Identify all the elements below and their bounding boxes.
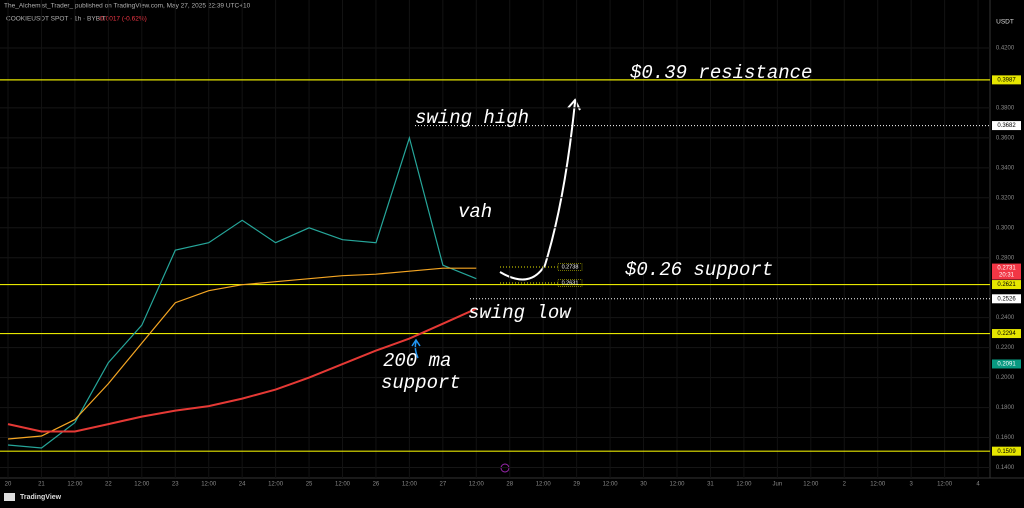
price-tag-time: 20:31	[999, 273, 1015, 279]
y-tick-label: 0.2200	[996, 345, 1015, 351]
x-tick-label: 4	[976, 482, 980, 488]
x-tick-label: 12:00	[134, 482, 150, 488]
annotation: $0.26 support	[625, 259, 773, 281]
x-tick-label: 12:00	[469, 482, 485, 488]
x-tick-label: 3	[909, 482, 913, 488]
x-tick-label: Jun	[773, 482, 783, 488]
x-tick-label: 12:00	[603, 482, 619, 488]
annotation: vah	[458, 201, 492, 223]
level-label: 0.2526	[997, 296, 1016, 302]
x-tick-label: 22	[105, 482, 112, 488]
level-label: 0.1509	[997, 449, 1016, 455]
chart-title: The_Alchemist_Trader_ published on Tradi…	[4, 3, 251, 10]
arrow-head	[567, 98, 581, 111]
x-tick-label: 21	[38, 482, 45, 488]
small-tag	[557, 279, 583, 287]
x-tick-label: 30	[640, 482, 647, 488]
y-tick-label: 0.3800	[996, 105, 1015, 111]
x-tick-label: 12:00	[937, 482, 953, 488]
y-tick-label: 0.4200	[996, 46, 1015, 52]
y-tick-label: 0.3400	[996, 165, 1015, 171]
x-tick-label: 25	[306, 482, 313, 488]
logo	[4, 493, 15, 501]
level-tag	[992, 75, 1021, 85]
annotation: swing high	[415, 107, 529, 129]
x-tick-label: 24	[239, 482, 246, 488]
x-tick-label: 31	[707, 482, 714, 488]
projection-arrow	[499, 101, 576, 281]
annotation: swing low	[468, 302, 572, 324]
y-tick-label: 0.1600	[996, 435, 1015, 441]
x-tick-label: 12:00	[536, 482, 552, 488]
y-tick-label: 0.2000	[996, 375, 1015, 381]
small-tag	[557, 263, 583, 271]
x-tick-label: 12:00	[669, 482, 685, 488]
level-label: 0.3987	[997, 77, 1016, 83]
brand: TradingView	[20, 494, 62, 501]
small-label: 0.2631	[562, 281, 579, 287]
level-label: 0.2621	[997, 282, 1016, 288]
x-tick-label: 12:00	[803, 482, 819, 488]
level-tag	[992, 280, 1021, 290]
level-tag	[992, 329, 1021, 339]
series-line	[7, 135, 477, 449]
annotation: $0.39 resistance	[630, 62, 812, 84]
y-tick-label: 0.2400	[996, 315, 1015, 321]
x-tick-label: 12:00	[870, 482, 886, 488]
level-tag	[992, 446, 1021, 456]
price-tag-label: 0.2731	[997, 266, 1016, 272]
subtitle: COOKIEUSDT SPOT · 1h · BYBIT	[6, 16, 106, 23]
x-tick-label: 12:00	[268, 482, 284, 488]
y-tick-label: 0.3200	[996, 195, 1015, 201]
y-tick-label: 0.2800	[996, 255, 1015, 261]
x-tick-label: 12:00	[736, 482, 752, 488]
price-tag	[992, 263, 1021, 280]
series-line	[7, 267, 477, 440]
x-tick-label: 29	[573, 482, 580, 488]
y-tick-label: 0.3600	[996, 135, 1015, 141]
level-tag	[992, 121, 1021, 131]
annotation: 200 ma	[383, 350, 451, 372]
change: -0.0017 (-0.62%)	[98, 16, 147, 23]
y-tick-label: 0.1400	[996, 465, 1015, 471]
level-label: 0.3682	[997, 123, 1016, 129]
y-tick-label: 0.3000	[996, 225, 1015, 231]
price-tag-label: 0.2091	[997, 362, 1016, 368]
x-tick-label: 12:00	[335, 482, 351, 488]
x-tick-label: 12:00	[67, 482, 83, 488]
ma-arrow	[411, 338, 421, 359]
x-tick-label: 28	[506, 482, 513, 488]
series-line	[7, 307, 477, 433]
x-tick-label: 20	[5, 482, 12, 488]
x-tick-label: 26	[373, 482, 380, 488]
x-tick-label: 12:00	[201, 482, 217, 488]
x-tick-label: 23	[172, 482, 179, 488]
y-tick-label: 0.1800	[996, 405, 1015, 411]
x-tick-label: 2	[843, 482, 847, 488]
level-label: 0.2294	[997, 331, 1016, 337]
x-tick-label: 12:00	[402, 482, 418, 488]
annotation: support	[381, 372, 461, 394]
price-tag	[992, 359, 1021, 369]
currency: USDT	[996, 19, 1014, 26]
x-tick-label: 27	[440, 482, 447, 488]
small-label: 0.2738	[562, 264, 579, 270]
level-tag	[992, 294, 1021, 304]
